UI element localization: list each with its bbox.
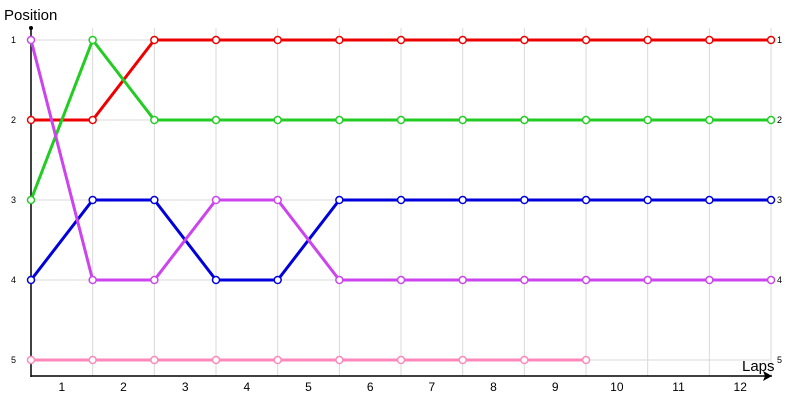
data-point — [643, 115, 652, 125]
data-point — [396, 355, 406, 365]
data-point — [458, 275, 467, 285]
x-tick-label: 10 — [610, 380, 624, 394]
data-point — [705, 195, 714, 205]
y-tick-label-right: 4 — [777, 275, 782, 285]
series-3 — [26, 195, 776, 285]
data-point — [273, 355, 282, 365]
data-point — [150, 195, 159, 205]
y-tick-label-right: 2 — [777, 115, 782, 125]
data-point — [766, 195, 776, 205]
data-point — [643, 35, 652, 45]
y-axis-title: Position — [4, 7, 57, 24]
data-point — [273, 195, 282, 205]
data-point — [335, 195, 344, 205]
data-point — [458, 355, 467, 365]
data-point — [211, 35, 221, 45]
data-point — [335, 355, 344, 365]
x-tick-label: 9 — [552, 380, 559, 394]
data-point — [581, 195, 591, 205]
data-point — [88, 115, 97, 125]
x-tick-label: 1 — [58, 380, 65, 394]
data-point — [705, 275, 714, 285]
data-point — [26, 275, 36, 285]
data-point — [211, 115, 221, 125]
series-2 — [26, 35, 776, 205]
x-tick-label: 3 — [182, 380, 189, 394]
x-tick-label: 7 — [429, 380, 436, 394]
x-tick-label: 5 — [305, 380, 312, 394]
data-point — [211, 275, 221, 285]
data-point — [26, 115, 36, 125]
x-tick-label: 4 — [244, 380, 251, 394]
data-point — [458, 35, 467, 45]
data-point — [26, 195, 36, 205]
series-group — [26, 35, 776, 365]
x-tick-labels: 1 2 3 4 5 6 7 8 9 10 11 12 — [58, 380, 747, 394]
y-tick-label-right: 1 — [777, 35, 782, 45]
y-tick-label: 4 — [11, 275, 16, 285]
data-point — [396, 115, 406, 125]
data-point — [581, 115, 591, 125]
data-point — [88, 275, 97, 285]
y-tick-label-right: 5 — [777, 355, 782, 365]
x-tick-label: 8 — [490, 380, 497, 394]
series-1 — [26, 35, 776, 125]
data-point — [273, 115, 282, 125]
data-point — [396, 195, 406, 205]
data-point — [520, 275, 529, 285]
data-point — [396, 275, 406, 285]
data-point — [150, 35, 159, 45]
data-point — [766, 115, 776, 125]
series-4 — [26, 35, 776, 285]
data-point — [520, 355, 529, 365]
data-point — [211, 195, 221, 205]
data-point — [581, 35, 591, 45]
x-tick-label: 11 — [672, 380, 685, 394]
data-point — [705, 35, 714, 45]
data-point — [520, 195, 529, 205]
y-tick-label-right: 3 — [777, 195, 782, 205]
data-point — [520, 35, 529, 45]
data-point — [150, 275, 159, 285]
data-point — [88, 355, 97, 365]
data-point — [458, 195, 467, 205]
data-point — [458, 115, 467, 125]
data-point — [581, 355, 591, 365]
y-tick-labels-right: 1 2 3 4 5 — [777, 35, 782, 365]
data-point — [766, 35, 776, 45]
data-point — [150, 115, 159, 125]
series-5 — [26, 355, 591, 365]
y-tick-label: 2 — [11, 115, 16, 125]
data-point — [643, 195, 652, 205]
data-point — [88, 195, 97, 205]
data-point — [766, 275, 776, 285]
data-point — [150, 355, 159, 365]
data-point — [273, 275, 282, 285]
data-point — [273, 35, 282, 45]
x-axis-arrow — [763, 371, 772, 381]
data-point — [211, 355, 221, 365]
y-tick-label: 3 — [11, 195, 16, 205]
y-axis-origin-dot — [29, 26, 33, 30]
data-point — [335, 275, 344, 285]
data-point — [26, 355, 36, 365]
data-point — [88, 35, 97, 45]
data-point — [335, 35, 344, 45]
data-point — [520, 115, 529, 125]
x-axis-title: Laps — [742, 358, 775, 375]
data-point — [705, 115, 714, 125]
x-tick-label: 2 — [120, 380, 127, 394]
data-point — [335, 115, 344, 125]
data-point — [643, 275, 652, 285]
data-point — [26, 35, 36, 45]
data-point — [396, 35, 406, 45]
y-tick-labels-left: 1 2 3 4 5 — [11, 35, 16, 365]
y-tick-label: 5 — [11, 355, 16, 365]
x-tick-label: 12 — [734, 380, 748, 394]
data-point — [581, 275, 591, 285]
x-tick-label: 6 — [367, 380, 374, 394]
y-tick-label: 1 — [11, 35, 16, 45]
